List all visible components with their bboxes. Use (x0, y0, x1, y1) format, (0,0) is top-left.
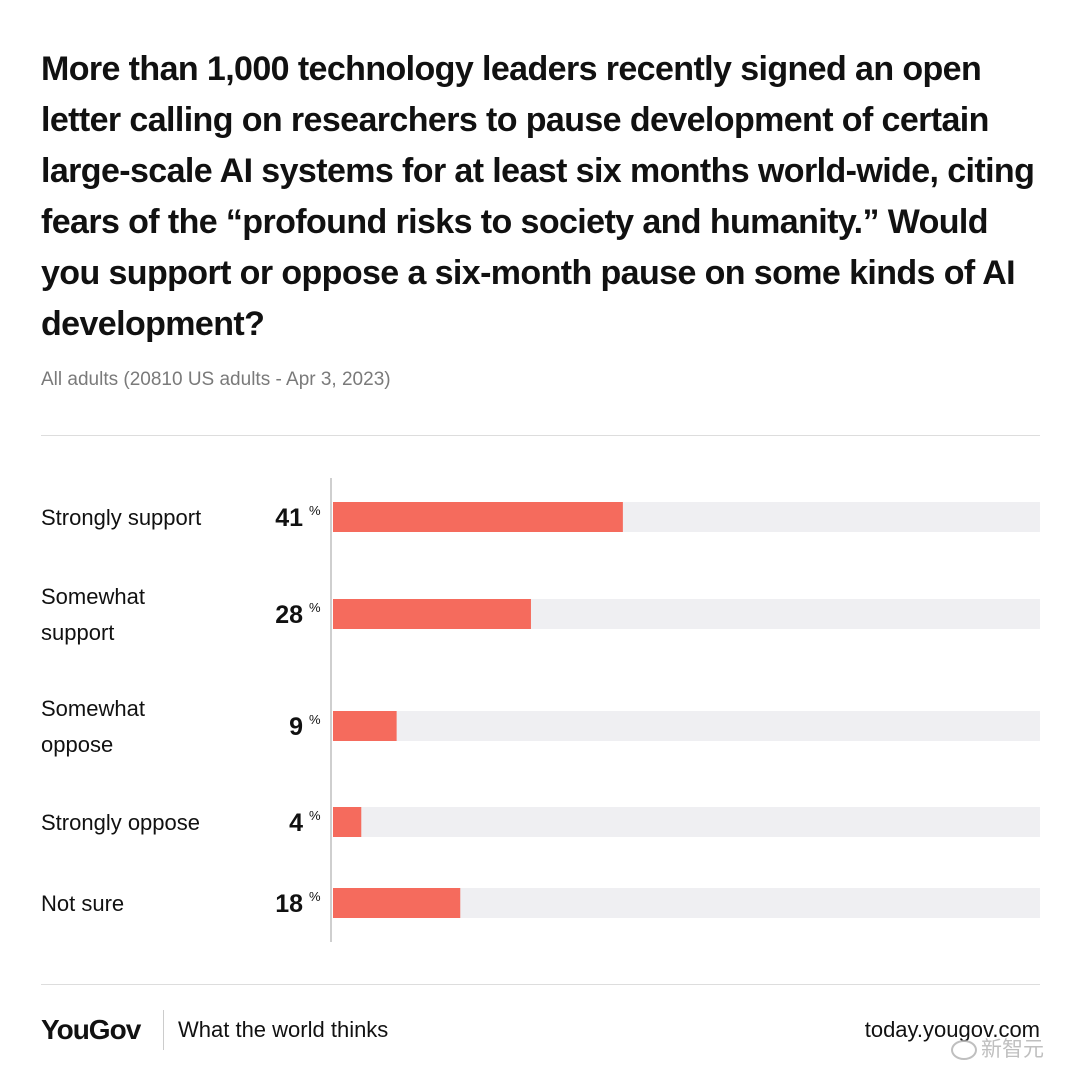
category-label: Somewhat (41, 584, 145, 609)
footer: YouGov What the world thinks today.yougo… (0, 1000, 1080, 1070)
top-divider (41, 435, 1040, 436)
category-label: Strongly oppose (41, 810, 200, 835)
watermark: 新智元 (951, 1033, 1044, 1063)
category-label: Strongly support (41, 505, 201, 530)
yougov-logo: YouGov (41, 1014, 141, 1045)
percent-unit-label: % (309, 503, 321, 518)
chart-subtitle: All adults (20810 US adults - Apr 3, 202… (41, 369, 391, 390)
watermark-text: 新智元 (981, 1038, 1044, 1061)
footer-divider (163, 1010, 164, 1050)
category-label: oppose (41, 732, 113, 757)
value-label: 18 (275, 890, 303, 918)
wechat-icon (951, 1040, 977, 1061)
bar (333, 888, 461, 918)
percent-unit-label: % (309, 889, 321, 904)
value-label: 28 (275, 601, 303, 629)
bar (333, 711, 397, 741)
bar-track (333, 711, 1040, 741)
bar (333, 599, 531, 629)
bar (333, 807, 362, 837)
category-label: Not sure (41, 891, 124, 916)
value-label: 41 (275, 504, 303, 532)
category-label: Somewhat (41, 696, 145, 721)
value-label: 4 (289, 809, 303, 837)
value-label: 9 (289, 713, 303, 741)
category-label: support (41, 620, 114, 645)
footer-site-link[interactable]: today.yougov.com (864, 1017, 1040, 1042)
percent-unit-label: % (309, 600, 321, 615)
bar-track (333, 807, 1040, 837)
bottom-divider (41, 984, 1040, 985)
footer-tagline: What the world thinks (178, 1017, 389, 1042)
chart-title: More than 1,000 technology leaders recen… (41, 50, 1035, 343)
percent-unit-label: % (309, 808, 321, 823)
percent-unit-label: % (309, 712, 321, 727)
bar (333, 502, 623, 532)
bar-chart: Strongly support 41 % Somewhat support 28 % Som… (41, 478, 1040, 942)
